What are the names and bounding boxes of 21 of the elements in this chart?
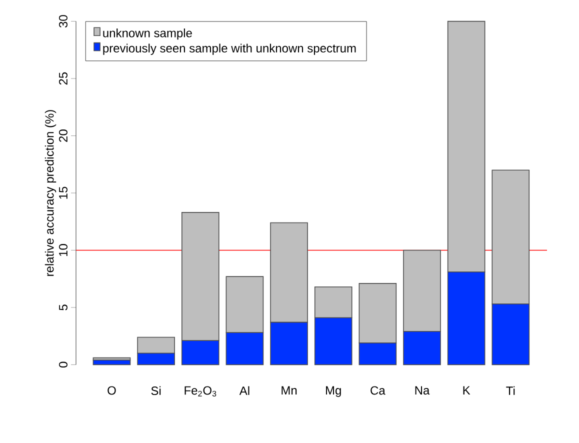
x-tick-label: Ca	[370, 386, 386, 395]
legend-label: previously seen sample with unknown spectrum	[103, 44, 356, 55]
x-tick-label: K	[463, 386, 470, 394]
x-tick-label: Na	[415, 386, 430, 395]
y-tick-label: 0	[58, 362, 68, 368]
x-tick-label: Fe$_{2}$O$_{3}$	[184, 386, 216, 396]
y-axis-title: relative accuracy prediction (%)	[44, 110, 56, 276]
legend-label: unknown sample	[103, 28, 192, 40]
x-tick-label: Si	[151, 386, 161, 396]
y-tick-label: 20	[58, 130, 68, 142]
bar	[92, 360, 131, 366]
y-tick-label: 30	[58, 15, 68, 28]
x-tick-label: Mn	[282, 386, 297, 394]
x-tick-label: Ti	[506, 386, 515, 395]
x-tick-label: Al	[239, 386, 250, 395]
y-tick-label: 5	[59, 304, 68, 310]
x-tick-label: Mg	[326, 386, 341, 397]
x-tick-label: O	[108, 386, 116, 395]
y-tick-label: 25	[58, 72, 68, 85]
y-tick-label: 15	[59, 186, 68, 199]
y-tick-label: 10	[58, 244, 68, 256]
